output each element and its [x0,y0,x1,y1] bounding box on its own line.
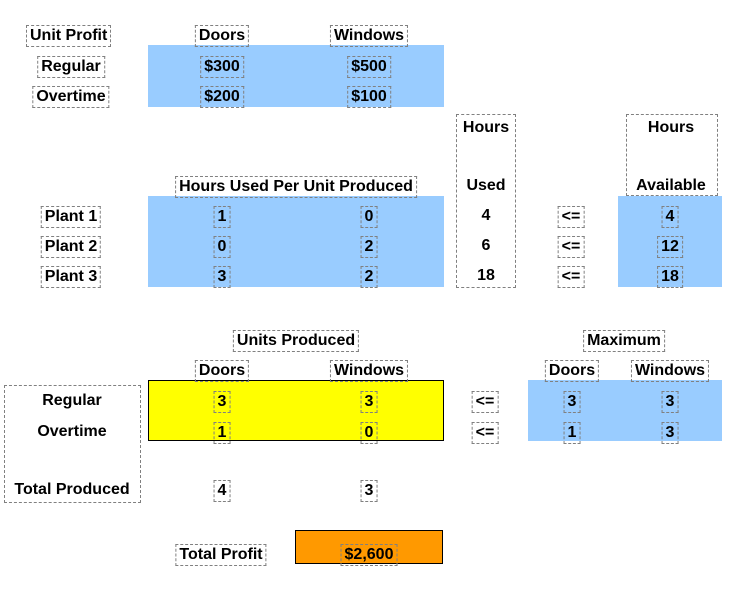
maximum-col-doors: Doors [544,360,600,382]
hours-used-box [456,114,516,288]
total-windows-produced: 3 [360,480,378,502]
maximum-range [528,380,722,441]
plant-2-label: Plant 2 [40,236,102,258]
unit-profit-range [148,45,444,107]
hours-used-header-bottom: Used [466,177,506,194]
plant-3-label: Plant 3 [40,266,102,288]
production-col-windows: Windows [329,360,409,382]
profit-col-doors: Doors [194,25,250,47]
hours-available-box [626,114,718,196]
plant-1-doors[interactable]: 1 [213,206,231,228]
total-profit-label: Total Profit [175,544,267,566]
plant-3-windows[interactable]: 2 [360,266,378,288]
hours-available-header-bottom: Available [636,177,706,194]
profit-row-overtime: Overtime [32,86,110,108]
profit-regular-doors[interactable]: $300 [200,56,244,78]
maximum-col-windows: Windows [630,360,710,382]
production-row-overtime: Overtime [37,423,107,440]
maximum-header: Maximum [583,330,665,352]
plant-2-used: 6 [481,237,491,254]
total-profit-value: $2,600 [340,544,398,566]
plant-3-op: <= [557,266,585,288]
profit-row-regular: Regular [37,56,105,78]
max-overtime-doors[interactable]: 1 [563,422,581,444]
hours-available-range [618,196,722,287]
production-col-doors: Doors [194,360,250,382]
plant-2-available[interactable]: 12 [657,236,683,258]
max-regular-windows[interactable]: 3 [661,391,679,413]
plant-3-used: 18 [477,267,495,284]
total-doors-produced: 4 [213,480,231,502]
hours-per-unit-range [148,196,444,287]
plant-1-used: 4 [481,207,491,224]
regular-op: <= [471,391,499,413]
plant-1-op: <= [557,206,585,228]
plant-1-windows[interactable]: 0 [360,206,378,228]
profit-overtime-doors[interactable]: $200 [200,86,244,108]
regular-windows-produced[interactable]: 3 [360,391,378,413]
production-row-regular: Regular [42,392,102,409]
unit-profit-header: Unit Profit [26,25,112,47]
plant-1-available[interactable]: 4 [661,206,679,228]
hours-per-unit-header: Hours Used Per Unit Produced [175,176,417,198]
plant-1-label: Plant 1 [40,206,102,228]
units-produced-range[interactable] [148,380,444,441]
hours-available-header-top: Hours [647,119,695,136]
production-row-labels-box [4,385,141,503]
units-produced-header: Units Produced [232,330,360,352]
plant-3-available[interactable]: 18 [657,266,683,288]
total-profit-cell[interactable] [295,530,443,564]
hours-used-header-top: Hours [462,119,510,136]
max-regular-doors[interactable]: 3 [563,391,581,413]
plant-3-doors[interactable]: 3 [213,266,231,288]
profit-regular-windows[interactable]: $500 [347,56,391,78]
profit-overtime-windows[interactable]: $100 [347,86,391,108]
production-row-total: Total Produced [14,481,130,498]
regular-doors-produced[interactable]: 3 [213,391,231,413]
max-overtime-windows[interactable]: 3 [661,422,679,444]
overtime-op: <= [471,422,499,444]
overtime-windows-produced[interactable]: 0 [360,422,378,444]
plant-2-windows[interactable]: 2 [360,236,378,258]
profit-col-windows: Windows [329,25,409,47]
overtime-doors-produced[interactable]: 1 [213,422,231,444]
plant-2-op: <= [557,236,585,258]
plant-2-doors[interactable]: 0 [213,236,231,258]
